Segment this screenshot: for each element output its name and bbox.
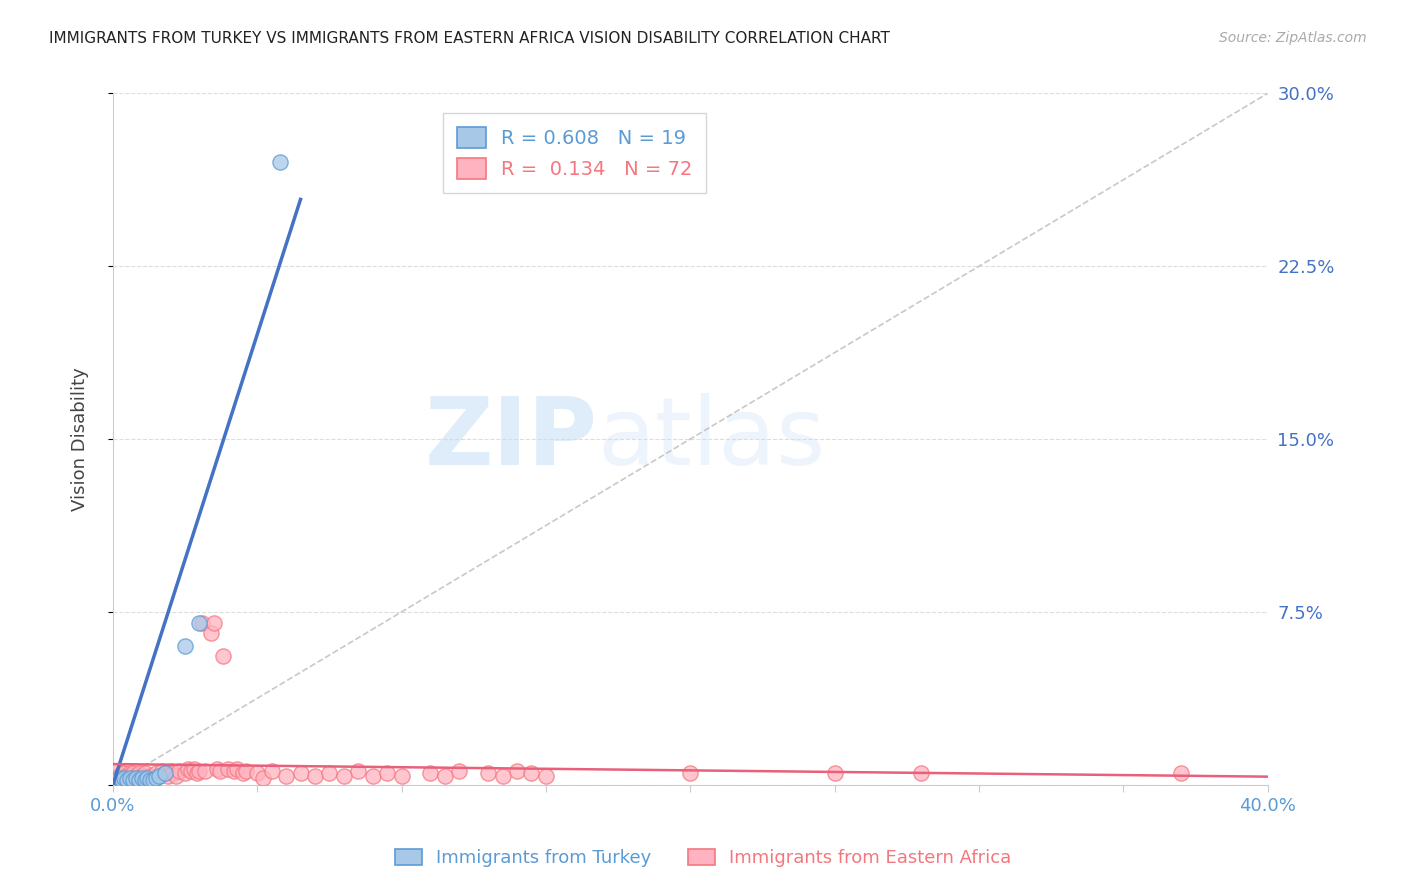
Point [226, 762, 249, 776]
Point [191, 616, 214, 631]
Point [142, 773, 165, 788]
Point [167, 764, 190, 778]
Point [1170, 766, 1192, 780]
Point [224, 764, 246, 778]
Point [217, 762, 239, 776]
Point [104, 764, 127, 778]
Point [145, 771, 167, 785]
Legend: R = 0.608   N = 19, R =  0.134   N = 72: R = 0.608 N = 19, R = 0.134 N = 72 [443, 113, 706, 193]
Point [361, 768, 384, 782]
Point [180, 764, 202, 778]
Point [188, 616, 211, 631]
Text: atlas: atlas [598, 393, 827, 485]
Point [150, 764, 173, 778]
Point [122, 773, 145, 788]
Point [125, 771, 148, 785]
Text: ZIP: ZIP [425, 393, 598, 485]
Text: IMMIGRANTS FROM TURKEY VS IMMIGRANTS FROM EASTERN AFRICA VISION DISABILITY CORRE: IMMIGRANTS FROM TURKEY VS IMMIGRANTS FRO… [49, 31, 890, 46]
Point [205, 762, 228, 776]
Point [208, 764, 231, 778]
Point [304, 768, 326, 782]
Point [391, 768, 413, 782]
Point [186, 766, 208, 780]
Point [449, 764, 471, 778]
Point [177, 762, 200, 776]
Point [318, 766, 340, 780]
Point [136, 771, 159, 785]
Point [200, 625, 222, 640]
Point [183, 762, 205, 776]
Point [148, 768, 170, 782]
Point [347, 764, 370, 778]
Point [290, 766, 312, 780]
Point [153, 766, 176, 780]
Point [131, 771, 153, 785]
Point [910, 766, 932, 780]
Point [107, 771, 129, 785]
Point [112, 766, 135, 780]
Point [128, 773, 150, 788]
Point [232, 766, 254, 780]
Point [534, 768, 557, 782]
Point [142, 771, 165, 785]
Point [202, 616, 225, 631]
Point [107, 771, 129, 785]
Point [156, 768, 179, 782]
Point [824, 766, 846, 780]
Point [188, 764, 211, 778]
Point [269, 155, 291, 169]
Point [139, 768, 162, 782]
Point [125, 771, 148, 785]
Point [679, 766, 702, 780]
Point [491, 768, 513, 782]
Point [122, 771, 145, 785]
Point [246, 766, 269, 780]
Text: Source: ZipAtlas.com: Source: ZipAtlas.com [1219, 31, 1367, 45]
Point [211, 648, 233, 663]
Legend: Immigrants from Turkey, Immigrants from Eastern Africa: Immigrants from Turkey, Immigrants from … [388, 841, 1018, 874]
Point [194, 764, 217, 778]
Point [252, 771, 274, 785]
Point [112, 771, 135, 785]
Point [107, 768, 129, 782]
Point [159, 764, 181, 778]
Point [134, 766, 156, 780]
Point [117, 773, 139, 788]
Point [433, 768, 456, 782]
Point [165, 768, 187, 782]
Point [333, 768, 356, 782]
Point [117, 771, 139, 785]
Point [120, 768, 142, 782]
Point [477, 766, 499, 780]
Point [139, 773, 162, 788]
Point [235, 764, 257, 778]
Point [112, 771, 135, 785]
Y-axis label: Vision Disability: Vision Disability [72, 368, 89, 511]
Point [419, 766, 441, 780]
Point [128, 766, 150, 780]
Point [375, 766, 398, 780]
Point [506, 764, 529, 778]
Point [520, 766, 543, 780]
Point [125, 768, 148, 782]
Point [162, 766, 184, 780]
Point [153, 766, 176, 780]
Point [148, 768, 170, 782]
Point [120, 766, 142, 780]
Point [122, 766, 145, 780]
Point [174, 766, 197, 780]
Point [136, 771, 159, 785]
Point [174, 640, 197, 654]
Point [110, 766, 132, 780]
Point [134, 773, 156, 788]
Point [131, 768, 153, 782]
Point [260, 764, 283, 778]
Point [110, 773, 132, 788]
Point [145, 766, 167, 780]
Point [117, 768, 139, 782]
Point [110, 768, 132, 782]
Point [120, 771, 142, 785]
Point [274, 768, 297, 782]
